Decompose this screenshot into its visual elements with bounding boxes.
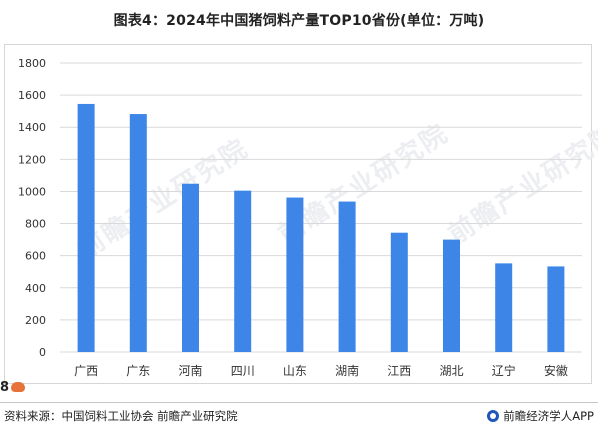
footer-divider	[0, 402, 598, 403]
y-tick-label: 600	[25, 250, 46, 263]
x-tick-label: 安徽	[544, 363, 568, 378]
y-tick-label: 1000	[18, 185, 46, 198]
bar-河南	[182, 183, 199, 352]
x-tick-label: 湖北	[439, 363, 463, 378]
x-tick-label: 湖南	[335, 363, 359, 378]
y-tick-label: 400	[25, 282, 46, 295]
y-tick-label: 1400	[18, 121, 46, 134]
corner-badge: 8	[0, 377, 38, 397]
corner-badge-label: 8	[0, 379, 10, 395]
y-tick-label: 1200	[18, 153, 46, 166]
chart-title: 图表4：2024年中国猪饲料产量TOP10省份(单位：万吨)	[113, 13, 485, 29]
brand-logo-icon	[487, 410, 500, 422]
y-tick-label: 1600	[18, 89, 46, 102]
gridlines	[60, 62, 582, 353]
y-tick-label: 800	[25, 218, 46, 231]
bar-安徽	[547, 266, 565, 352]
x-tick-label: 辽宁	[492, 363, 516, 378]
x-tick-label: 四川	[231, 364, 255, 378]
x-tick-label: 江西	[387, 364, 411, 378]
bar-江西	[390, 232, 408, 352]
x-tick-label: 河南	[178, 363, 202, 378]
x-tick-label: 广西	[74, 364, 98, 378]
y-tick-label: 1800	[18, 57, 46, 70]
bar-广东	[129, 114, 147, 352]
footer-brand: 前瞻经济学人APP	[487, 408, 594, 424]
bar-辽宁	[495, 263, 513, 352]
x-tick-label: 山东	[283, 364, 307, 378]
x-axis-ticks: 广西 广东 河南 四川 山东 湖南 江西 湖北 辽宁 安徽	[74, 363, 568, 378]
bars	[77, 103, 565, 352]
bar-广西	[77, 103, 95, 352]
corner-logo-icon	[11, 382, 26, 392]
bar-四川	[234, 190, 252, 352]
footer-brand-label: 前瞻经济学人APP	[503, 409, 594, 423]
bar-山东	[286, 197, 304, 352]
x-tick-label: 广东	[126, 364, 150, 378]
y-axis-ticks: 0 200 400 600 800 1000 1200 1400 1600 1800	[18, 57, 46, 359]
bar-湖南	[338, 201, 356, 352]
footer-source: 资料来源：中国饲料工业协会 前瞻产业研究院	[4, 409, 238, 423]
y-tick-label: 200	[25, 314, 46, 327]
bar-湖北	[443, 239, 460, 352]
y-tick-label: 0	[39, 346, 46, 359]
